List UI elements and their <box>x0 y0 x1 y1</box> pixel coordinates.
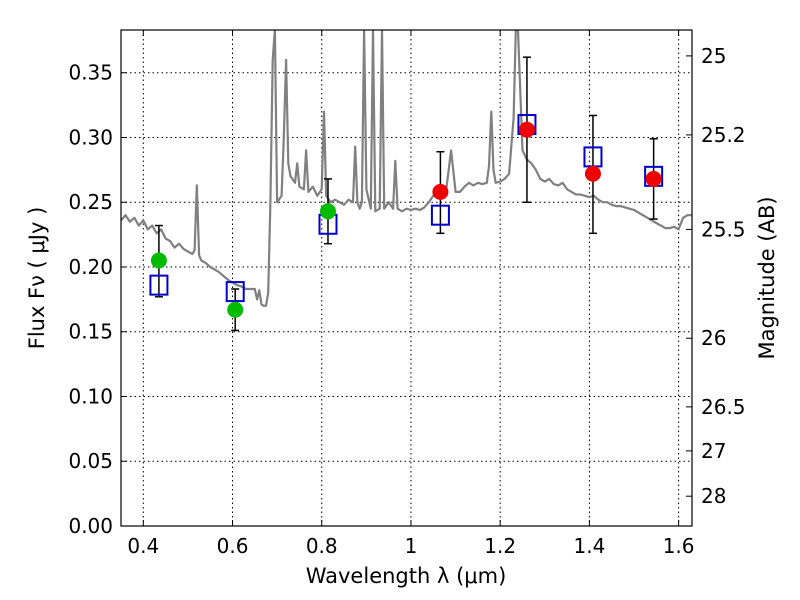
y-tick-label: 0.35 <box>68 61 113 85</box>
x-axis-title: Wavelength λ (μm) <box>306 564 507 588</box>
y-axis-title: Flux Fν ( μJy ) <box>25 207 49 350</box>
right-tick-label: 28 <box>701 484 726 508</box>
right-tick-label: 26 <box>701 326 726 350</box>
x-tick-label: 1.4 <box>573 534 605 558</box>
model-photometry-square <box>149 274 169 296</box>
y-tick-label: 0.20 <box>68 255 113 279</box>
model-photometry-square <box>225 281 245 303</box>
y-tick-label: 0.15 <box>68 320 113 344</box>
right-tick-label: 25.5 <box>701 217 746 241</box>
observed-point <box>645 170 662 187</box>
observed-point <box>150 252 167 269</box>
right-tick-label: 26.5 <box>701 395 746 419</box>
model-photometry-square <box>430 204 450 226</box>
observed-point <box>227 301 244 318</box>
right-tick-label: 25.2 <box>701 123 746 147</box>
y-tick-label: 0.05 <box>68 449 113 473</box>
x-tick-label: 0.8 <box>306 534 338 558</box>
observed-point <box>518 121 535 138</box>
y-tick-label: 0.10 <box>68 384 113 408</box>
model-spectrum-line <box>121 30 692 307</box>
y-tick-label: 0.25 <box>68 190 113 214</box>
grid <box>121 30 692 527</box>
tick-labels: 0.4 0.6 0.8 1 1.2 1.4 1.6 0.00 0.05 0.10 0.15 0.20 0… <box>68 44 745 558</box>
y-tick-label: 0.00 <box>68 514 113 538</box>
x-tick-label: 0.4 <box>127 534 159 558</box>
axis-ticks <box>121 30 692 527</box>
right-tick-label: 27 <box>701 439 726 463</box>
x-tick-label: 1 <box>405 534 418 558</box>
right-axis-title: Magnitude (AB) <box>755 196 779 359</box>
observed-point <box>432 183 449 200</box>
x-tick-label: 0.6 <box>217 534 249 558</box>
right-tick-label: 25 <box>701 44 726 68</box>
observed-point <box>584 165 601 182</box>
x-tick-label: 1.2 <box>484 534 516 558</box>
plot-frame <box>120 29 693 527</box>
observed-point <box>319 203 336 220</box>
x-tick-label: 1.6 <box>663 534 695 558</box>
model-spectrum-layer <box>121 30 692 307</box>
markers <box>149 114 664 318</box>
error-bars <box>154 56 658 332</box>
y-tick-label: 0.30 <box>68 125 113 149</box>
